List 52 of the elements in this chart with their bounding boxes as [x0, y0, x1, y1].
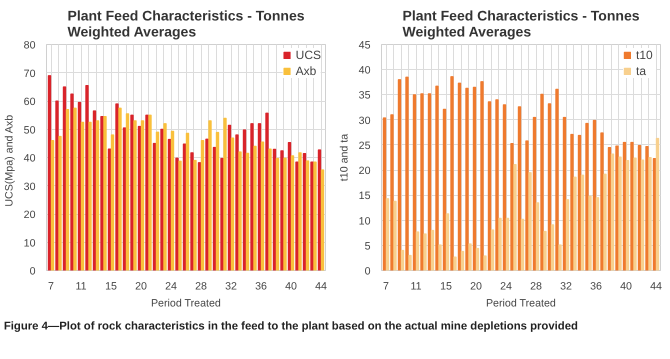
legend-label: t10: [636, 48, 654, 62]
y-tick-label: 50: [24, 124, 36, 136]
x-tick-label: 28: [530, 280, 542, 292]
legend-label: ta: [636, 64, 648, 78]
y-tick-label: 10: [24, 237, 36, 250]
x-tick-label: 28: [195, 280, 207, 292]
x-tick-label: 15: [440, 280, 452, 292]
bar: [483, 255, 487, 270]
x-tick-label: 24: [500, 280, 512, 292]
x-tick-label: 15: [105, 280, 117, 292]
legend-label: UCS: [296, 48, 321, 62]
x-tick-label: 36: [255, 280, 267, 292]
y-tick-label: 80: [24, 40, 36, 52]
x-tick-label: 40: [620, 280, 632, 292]
y-tick-label: 0: [30, 266, 36, 278]
caption: Figure 4—Plot of rock characteristics in the feed to the plant based on the actual mine depletions provided: [4, 320, 578, 332]
x-tick-label: 40: [285, 280, 297, 292]
y-tick-label: 0: [364, 266, 371, 278]
y-tick-label: 45: [358, 40, 371, 52]
y-tick-label: 40: [358, 64, 371, 77]
x-axis-title: Period Treated: [486, 298, 556, 310]
y-tick-label: 70: [24, 68, 36, 80]
x-tick-label: 36: [590, 280, 602, 292]
y-axis-title: UCS(Mpa) and Axb: [4, 114, 16, 207]
y-tick-label: 30: [358, 114, 371, 127]
y-tick-label: 5: [364, 240, 371, 252]
y-tick-label: 20: [358, 165, 371, 178]
y-tick-label: 60: [24, 96, 36, 108]
y-tick-label: 10: [358, 215, 371, 228]
legend-label: Axb: [296, 64, 316, 78]
y-tick-label: 40: [24, 152, 36, 164]
x-tick-label: 32: [225, 280, 237, 292]
x-tick-label: 11: [410, 280, 422, 292]
x-tick-label: 20: [470, 280, 482, 292]
bar: [453, 256, 457, 270]
chart-title: Plant Feed Characteristics - Tonnes Weighted Averages: [67, 8, 305, 40]
chart-title: Plant Feed Characteristics - Tonnes Weighted Averages: [402, 8, 640, 40]
x-tick-label: 7: [383, 280, 390, 292]
y-axis-title: t10 and ta: [338, 134, 351, 182]
x-tick-label: 20: [135, 280, 147, 292]
y-tick-label: 35: [358, 90, 371, 102]
x-axis-title: Period Treated: [150, 298, 221, 310]
x-tick-label: 32: [560, 280, 572, 292]
y-tick-label: 25: [358, 140, 371, 152]
x-tick-label: 11: [75, 280, 87, 292]
x-tick-label: 44: [315, 280, 327, 292]
x-tick-label: 7: [48, 280, 54, 292]
y-tick-label: 20: [24, 209, 36, 221]
x-tick-label: 24: [165, 280, 177, 292]
y-tick-label: 30: [24, 180, 36, 193]
x-tick-label: 44: [650, 280, 662, 292]
y-tick-label: 15: [358, 190, 371, 202]
